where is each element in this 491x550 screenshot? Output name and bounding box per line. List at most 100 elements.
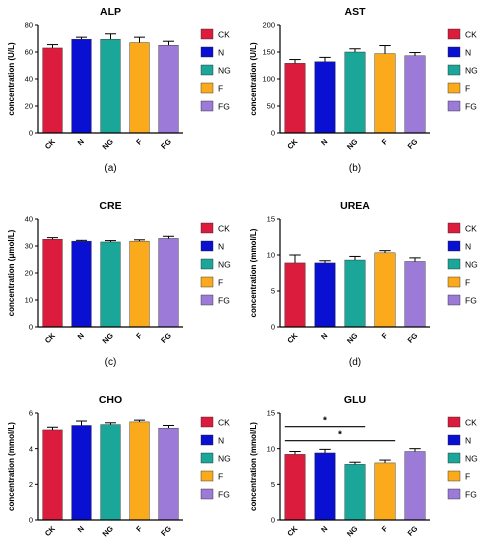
legend-swatch-ck [200, 28, 214, 40]
legend-swatch-n [200, 46, 214, 58]
bar-ng [100, 424, 121, 521]
x-tick-label-fg: FG [159, 331, 173, 345]
legend-swatch-n [447, 46, 461, 58]
chart-panel-cre: CRE concentration (μmol/L) CK N NG F FG 0 10 20 30… [7, 200, 231, 368]
y-tick-label: 40 [25, 75, 33, 84]
bar-ck [284, 262, 306, 328]
bar-ck [42, 239, 63, 328]
legend-label-fg: FG [465, 490, 477, 500]
x-tick-label-ck: CK [285, 137, 299, 151]
bar-ck [284, 454, 306, 521]
legend-swatch-fg [200, 488, 214, 500]
chart-title: GLU [344, 394, 366, 406]
chart-panel-urea: UREA concentration (mmol/L) CK N NG F FG 0 5 10 15… [249, 200, 478, 368]
legend-swatch-ck [447, 416, 461, 428]
legend-swatch-ck [200, 222, 214, 234]
bar-fg [158, 427, 179, 521]
legend-label-fg: FG [218, 296, 230, 306]
y-axis-label: concentration (mmol/L) [249, 228, 258, 317]
y-tick-label: 10 [25, 296, 33, 305]
chart-title: ALP [100, 6, 121, 18]
y-tick-label: 0 [29, 516, 33, 525]
x-tick-label-n: N [76, 331, 86, 341]
legend-label-n: N [218, 242, 224, 252]
y-tick-label: 15 [267, 409, 275, 418]
legend-label-f: F [465, 278, 470, 288]
legend-label-ck: CK [465, 224, 477, 234]
y-tick-label: 30 [25, 242, 33, 251]
legend-swatch-n [447, 434, 461, 446]
x-tick-label-f: F [380, 331, 390, 341]
x-tick-label-f: F [380, 137, 390, 147]
x-tick-label-ng: NG [345, 137, 359, 151]
y-tick-label: 4 [29, 444, 33, 453]
y-tick-label: 10 [267, 251, 275, 260]
y-tick-label: 0 [271, 323, 275, 332]
legend-swatch-n [200, 240, 214, 252]
legend-label-fg: FG [218, 102, 230, 112]
legend-label-ng: NG [218, 66, 231, 76]
x-tick-label-ck: CK [285, 524, 299, 538]
x-tick-label-ck: CK [43, 137, 57, 151]
y-tick-label: 15 [267, 215, 275, 224]
legend-label-n: N [465, 242, 471, 252]
legend-swatch-f [200, 276, 214, 288]
x-tick-label-fg: FG [406, 331, 420, 345]
legend-label-ck: CK [218, 30, 230, 40]
legend-swatch-f [447, 470, 461, 482]
significance-star: * [338, 430, 342, 441]
legend-label-ck: CK [218, 224, 230, 234]
bar-ck [284, 63, 306, 134]
legend-label-ck: CK [465, 418, 477, 428]
legend-label-fg: FG [218, 490, 230, 500]
legend-label-n: N [465, 436, 471, 446]
legend-swatch-fg [447, 100, 461, 112]
x-tick-label-ck: CK [43, 524, 57, 538]
panel-label: (a) [104, 163, 116, 174]
legend-label-f: F [218, 472, 223, 482]
x-tick-label-ng: NG [345, 524, 359, 538]
x-tick-label-fg: FG [159, 524, 173, 538]
legend-swatch-fg [447, 294, 461, 306]
y-tick-label: 0 [271, 129, 275, 138]
legend-label-ng: NG [465, 260, 478, 270]
legend-label-f: F [218, 278, 223, 288]
y-axis-label: concentration (U/L) [249, 42, 258, 116]
legend-swatch-f [200, 470, 214, 482]
x-tick-label-f: F [134, 524, 144, 534]
legend-swatch-ng [447, 64, 461, 76]
x-tick-label-n: N [319, 137, 329, 147]
x-tick-label-n: N [319, 331, 329, 341]
chart-title: CHO [99, 394, 122, 406]
bar-n [71, 240, 92, 328]
bar-f [129, 240, 150, 328]
y-axis-label: concentration (mmol/L) [7, 422, 16, 511]
bar-fg [404, 55, 426, 134]
y-tick-label: 50 [267, 102, 275, 111]
legend-label-ng: NG [218, 260, 231, 270]
y-tick-label: 60 [25, 48, 33, 57]
x-tick-label-ck: CK [43, 331, 57, 345]
legend-label-f: F [218, 84, 223, 94]
y-tick-label: 10 [267, 444, 275, 453]
bar-f [374, 53, 396, 134]
y-tick-label: 2 [29, 480, 33, 489]
significance-star: * [323, 416, 327, 427]
bar-f [129, 42, 150, 134]
bar-n [314, 262, 336, 328]
x-tick-label-n: N [76, 137, 86, 147]
legend-swatch-f [200, 82, 214, 94]
legend-swatch-f [447, 82, 461, 94]
bar-ng [100, 241, 121, 328]
bar-n [71, 38, 92, 134]
legend-swatch-ng [200, 258, 214, 270]
legend-label-ck: CK [465, 30, 477, 40]
legend-label-f: F [465, 84, 470, 94]
legend-swatch-ng [447, 258, 461, 270]
chart-title: AST [345, 6, 367, 18]
chart-panel-alp: ALP concentration (U/L) CK N NG F FG 0 20 40 60 80 C… [7, 6, 231, 174]
x-tick-label-f: F [134, 137, 144, 147]
legend-swatch-ck [447, 222, 461, 234]
y-tick-label: 200 [262, 21, 275, 30]
legend-label-ck: CK [218, 418, 230, 428]
